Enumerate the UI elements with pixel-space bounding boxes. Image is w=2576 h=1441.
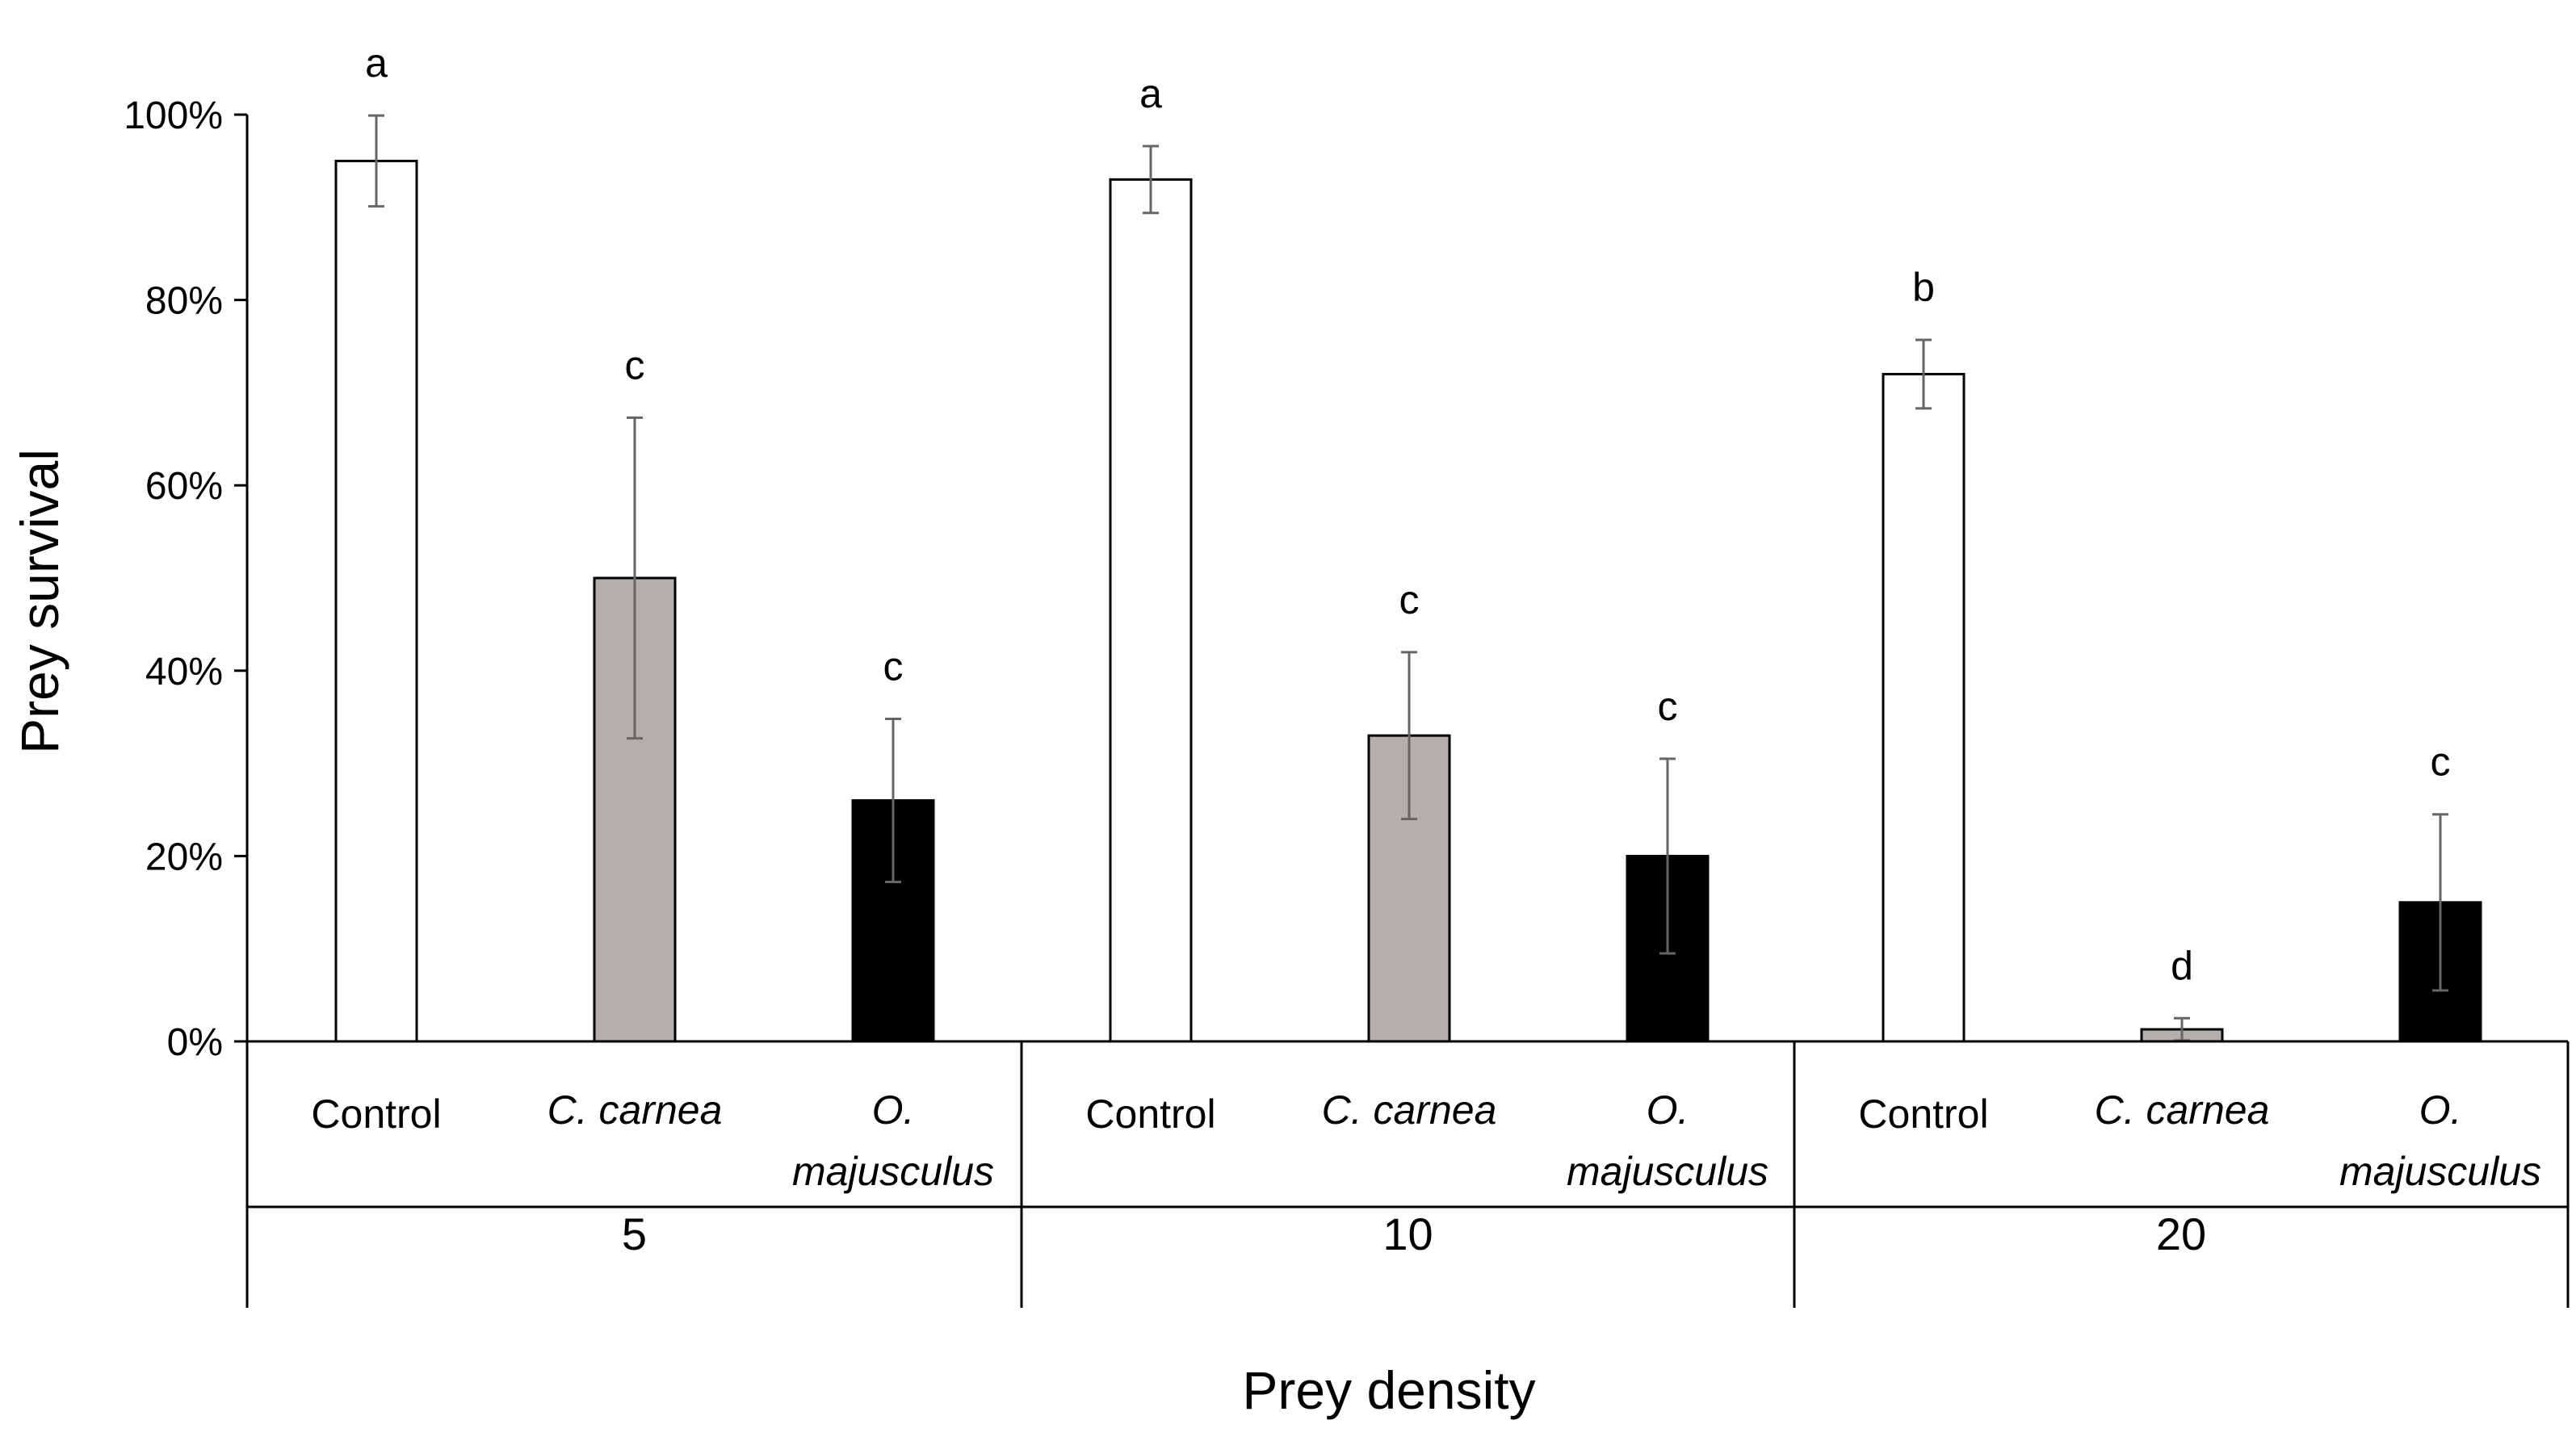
y-tick-label: 40% xyxy=(145,651,223,693)
y-axis-title: Prey survival xyxy=(10,449,69,754)
significance-letter: b xyxy=(1912,265,1935,310)
category-label: majusculus xyxy=(792,1149,994,1194)
y-tick-label: 80% xyxy=(145,280,223,323)
significance-letter: d xyxy=(2171,943,2193,988)
significance-letter: c xyxy=(1658,684,1678,729)
category-label: C. carnea xyxy=(1322,1087,1497,1133)
y-tick-label: 20% xyxy=(145,836,223,878)
category-label: Control xyxy=(311,1091,441,1137)
bars: a c c a c c b d c xyxy=(334,40,2482,1043)
y-axis-ticks: 0% 20% 40% 60% 80% 100% xyxy=(124,94,247,1064)
category-label: C. carnea xyxy=(2095,1087,2270,1133)
significance-letter: c xyxy=(625,342,645,387)
x-axis: Control C. carnea O. majusculus 5 Control C. c… xyxy=(245,1040,2570,1308)
y-tick-label: 60% xyxy=(145,465,223,508)
bar xyxy=(1882,372,1966,1043)
category-label: C. carnea xyxy=(548,1087,723,1133)
group-label: 5 xyxy=(622,1209,647,1259)
significance-letter: a xyxy=(365,40,388,86)
bar xyxy=(1109,178,1193,1043)
y-tick-label: 100% xyxy=(124,94,223,137)
category-label: majusculus xyxy=(2339,1149,2541,1194)
significance-letter: c xyxy=(2431,739,2451,785)
category-label: Control xyxy=(1858,1091,1988,1137)
category-label: O. xyxy=(1647,1087,1689,1133)
category-label: Control xyxy=(1085,1091,1215,1137)
category-label: O. xyxy=(2419,1087,2462,1133)
category-label: majusculus xyxy=(1567,1149,1768,1194)
significance-letter: c xyxy=(883,643,904,689)
bar xyxy=(334,159,418,1043)
y-tick-label: 0% xyxy=(167,1021,223,1064)
category-label: O. xyxy=(872,1087,915,1133)
significance-letter: a xyxy=(1139,71,1162,116)
significance-letter: c xyxy=(1399,577,1420,622)
group-label: 20 xyxy=(2156,1209,2206,1259)
group-label: 10 xyxy=(1382,1209,1433,1259)
x-axis-title: Prey density xyxy=(1242,1360,1535,1420)
